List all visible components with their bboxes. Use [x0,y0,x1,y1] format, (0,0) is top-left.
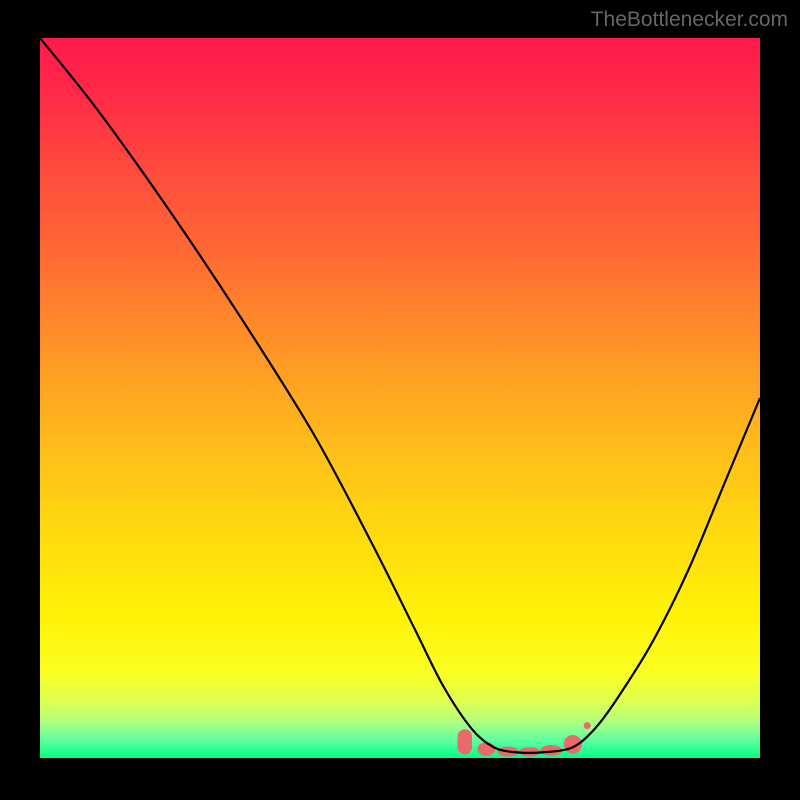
bottleneck-chart [40,38,760,758]
bottleneck-curve [40,38,760,753]
attribution-text: TheBottlenecker.com [591,8,788,32]
chart-overlay [40,38,760,758]
highlight-band [458,722,591,756]
